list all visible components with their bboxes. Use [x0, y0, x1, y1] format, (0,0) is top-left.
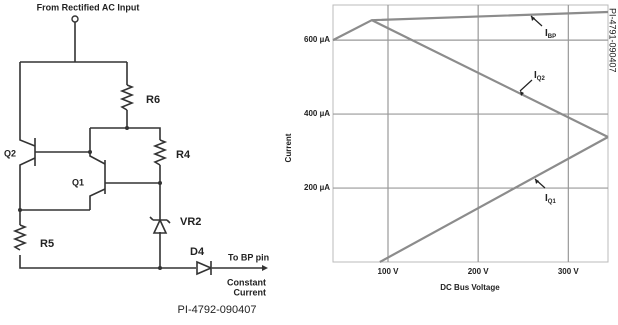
component-label: VR2: [180, 216, 201, 228]
series-line: [371, 19, 609, 138]
figure-id: PI-4792-090407: [178, 304, 257, 316]
series-name: I: [545, 28, 548, 39]
zener-vr2: [149, 216, 171, 234]
component-label: R5: [40, 238, 54, 250]
node: [88, 150, 92, 154]
series-label: IBP: [545, 28, 556, 40]
x-tick-label: 300 V: [558, 267, 580, 276]
input-terminal: [71, 15, 79, 23]
x-axis-label: DC Bus Voltage: [440, 283, 500, 292]
resistor-r6: [119, 84, 135, 111]
component-label: R6: [146, 94, 160, 106]
input-label: From Rectified AC Input: [37, 2, 140, 12]
series-subscript: Q2: [537, 76, 546, 82]
resistor-r4: [152, 139, 168, 166]
node: [158, 266, 162, 270]
plot-area: [332, 4, 609, 263]
output-note: Current: [233, 287, 266, 297]
resistor-r5: [12, 224, 28, 251]
node: [18, 208, 22, 212]
arrow-head: [520, 91, 524, 96]
series-line: [332, 10, 609, 42]
diode-d4: [196, 260, 214, 276]
series-name: I: [534, 70, 537, 81]
y-axis-label: Current: [284, 133, 293, 162]
wires: [19, 22, 262, 269]
series-subscript: Q1: [548, 199, 557, 205]
component-label: D4: [190, 246, 205, 258]
y-tick-label: 200 µA: [304, 183, 330, 192]
node: [158, 181, 162, 185]
series-label: IQ2: [534, 70, 545, 82]
x-tick-label: 200 V: [468, 267, 490, 276]
arrow-head: [531, 16, 535, 21]
component-label: R4: [176, 149, 191, 161]
annotation-arrow: [519, 79, 533, 92]
component-label: Q2: [4, 148, 16, 158]
component-label: Q1: [72, 177, 84, 187]
series-subscript: BP: [548, 34, 556, 40]
series-line: [379, 136, 609, 263]
arrow-head: [535, 179, 539, 184]
figure-id: PI-4791-090407: [608, 8, 618, 73]
y-tick-label: 400 µA: [304, 109, 330, 118]
output-note: Constant: [227, 277, 266, 287]
circuit: From Rectified AC Input R6 Q2 R4 Q1 VR2 …: [4, 2, 269, 316]
node: [125, 126, 129, 130]
x-tick-label: 100 V: [378, 267, 400, 276]
y-tick-label: 600 µA: [304, 35, 330, 44]
series-label: IQ1: [545, 193, 556, 205]
series-name: I: [545, 193, 548, 204]
arrow: [262, 265, 268, 271]
output-label: To BP pin: [228, 252, 269, 262]
